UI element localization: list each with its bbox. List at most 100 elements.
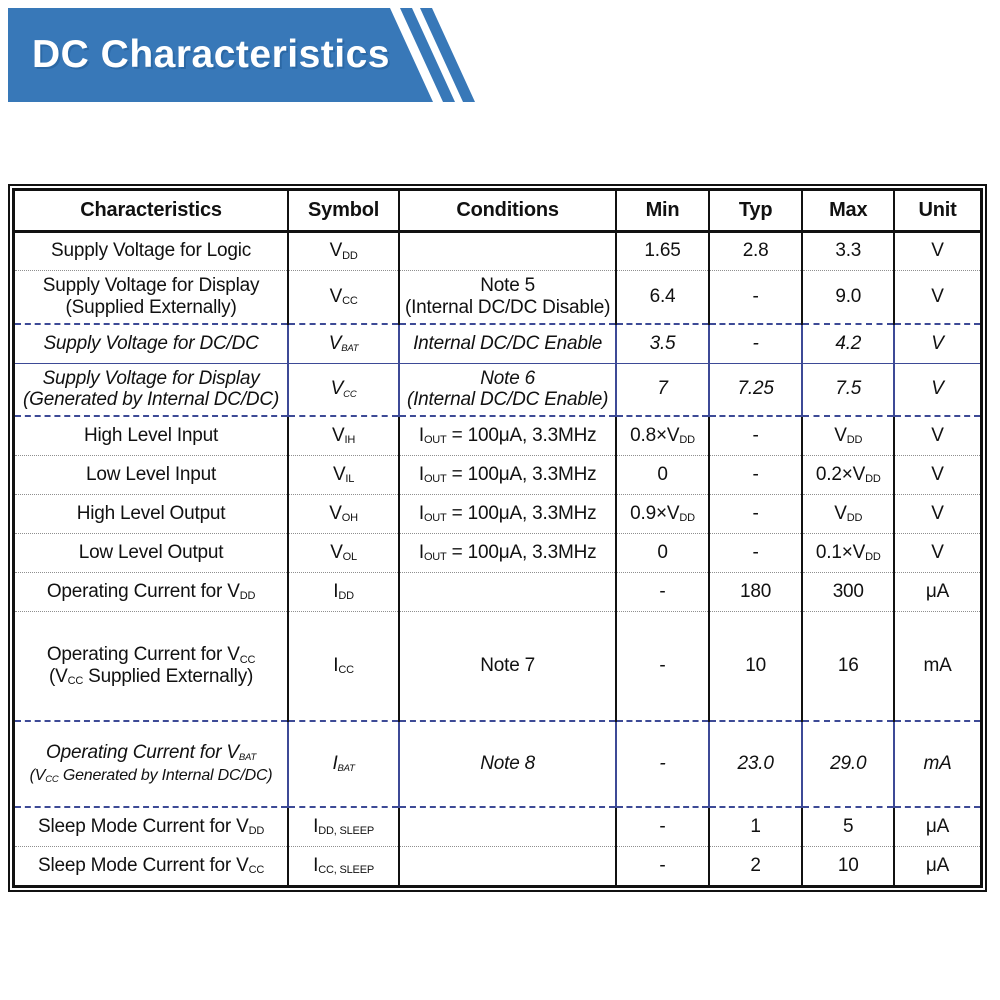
cell-text: 7 (657, 378, 668, 400)
characteristic-cell: Operating Current for VDD (15, 572, 290, 612)
cell-text: - (659, 753, 666, 775)
max-cell: 0.2×VDD (802, 455, 896, 495)
cell-text: 7.25 (737, 378, 774, 400)
table-row: Sleep Mode Current for VDD IDD, SLEEP -1 5 μ… (15, 807, 980, 847)
cell-text: - (752, 541, 759, 563)
symbol-cell: ICC, SLEEP (288, 846, 401, 885)
symbol-cell: VCC (288, 270, 401, 325)
cell-text: 0.9×V (630, 502, 680, 524)
cell-text: Generated by Internal DC/DC) (58, 767, 273, 784)
cell-text: - (752, 285, 759, 307)
cell-text: 0.2×V (815, 463, 866, 485)
table-header-row: Characteristics Symbol Conditions Min Typ Max… (15, 191, 980, 233)
min-cell: 6.4 (616, 270, 710, 325)
cell-text: I (418, 502, 424, 524)
cell-text: 4.2 (835, 332, 862, 354)
typ-cell: - (708, 270, 804, 325)
table-row: High Level Input VIH IOUT = 100μA, 3.3MHz 0… (15, 416, 980, 456)
conditions-cell: Note 8 (399, 721, 618, 808)
subscript-text: OH (341, 512, 358, 525)
section-banner: DC Characteristics (8, 8, 478, 102)
characteristic-cell: Operating Current for VBAT (VCC Generated… (15, 721, 290, 808)
cell-text: V (332, 463, 346, 485)
conditions-cell: Note 6 (Internal DC/DC Enable) (399, 363, 618, 417)
table-row: Low Level Output VOL IOUT = 100μA, 3.3MHz 0… (15, 533, 980, 573)
table-row: Low Level Input VIL IOUT = 100μA, 3.3MHz 0-… (15, 455, 980, 495)
typ-cell: 180 (708, 572, 804, 612)
cell-text: - (752, 463, 759, 485)
cell-text: (V (48, 665, 68, 687)
page-title: DC Characteristics (32, 33, 390, 76)
cell-text: Note 5 (480, 275, 536, 297)
subscript-text: BAT (341, 343, 359, 354)
cell-text: μA (925, 854, 950, 876)
cell-text: - (752, 424, 759, 446)
subscript-text: DD (338, 590, 354, 603)
cell-text: Note 8 (480, 753, 536, 775)
max-cell: 0.1×VDD (802, 533, 896, 573)
cell-text: V (330, 378, 344, 400)
cell-text: V (931, 332, 944, 354)
banner-shape (8, 8, 475, 102)
cell-text: V (931, 541, 944, 563)
cell-text: V (834, 502, 847, 524)
characteristic-cell: High Level Input (15, 416, 290, 456)
cell-text: 0.1×V (815, 541, 866, 563)
symbol-cell: IDD (288, 572, 401, 612)
min-cell: 0 (616, 455, 710, 495)
cell-text: 7.5 (835, 378, 862, 400)
table-body: Supply Voltage for Logic VDD 1.65 2.8 3.3 V Su… (15, 231, 980, 885)
cell-text: V (931, 285, 944, 307)
cell-text: 0.8×V (630, 424, 680, 446)
cell-text: Note 6 (480, 367, 536, 389)
conditions-cell: IOUT = 100μA, 3.3MHz (399, 494, 618, 534)
cell-text: Low Level Output (78, 541, 224, 563)
conditions-cell (399, 231, 618, 271)
cell-text: (Internal DC/DC Enable) (406, 389, 609, 411)
min-cell: 1.65 (616, 231, 710, 271)
unit-cell: V (894, 324, 980, 364)
cell-text: I (313, 854, 319, 876)
cell-text: V (329, 285, 343, 307)
subscript-text: DD (865, 551, 881, 564)
cell-text: Note 7 (480, 654, 536, 676)
cell-text: V (834, 424, 847, 446)
cell-text: (Supplied Externally) (65, 296, 237, 318)
symbol-cell: ICC (288, 611, 401, 722)
subscript-text: DD (342, 249, 358, 262)
max-cell: 29.0 (802, 721, 896, 808)
cell-text: 23.0 (737, 753, 774, 775)
cell-text: - (659, 815, 666, 837)
subscript-text: CC (67, 675, 84, 688)
cell-text: Sleep Mode Current for V (37, 854, 249, 876)
cell-text: V (329, 502, 342, 524)
cell-text: Supplied Externally) (83, 665, 254, 687)
unit-cell: V (894, 416, 980, 456)
max-cell: 10 (802, 846, 896, 885)
cell-text: I (333, 654, 339, 676)
banner-main-shape (8, 8, 433, 102)
min-cell: 0 (616, 533, 710, 573)
subscript-text: CC (248, 864, 265, 877)
dc-characteristics-table: Characteristics Symbol Conditions Min Typ Max… (15, 191, 980, 885)
unit-cell: V (894, 231, 980, 271)
cell-text: 0 (657, 541, 668, 563)
max-cell: 4.2 (802, 324, 896, 364)
table-row: Operating Current for VCC (VCC Supplied E… (15, 611, 980, 722)
unit-cell: V (894, 455, 980, 495)
cell-text: 3.5 (649, 332, 676, 354)
cell-text: Supply Voltage for DC/DC (43, 332, 259, 354)
cell-text: Sleep Mode Current for V (37, 815, 249, 837)
cell-text: 180 (740, 580, 772, 602)
min-cell: - (616, 572, 710, 612)
cell-text: High Level Input (83, 424, 219, 446)
cell-text: V (332, 424, 345, 446)
max-cell: 3.3 (802, 231, 896, 271)
conditions-cell: IOUT = 100μA, 3.3MHz (399, 416, 618, 456)
cell-text: Supply Voltage for Logic (50, 240, 252, 262)
cell-text: 300 (832, 580, 864, 602)
characteristic-cell: Low Level Input (15, 455, 290, 495)
cell-text: V (931, 378, 944, 400)
column-header-unit: Unit (894, 191, 980, 233)
subscript-text: CC (343, 388, 357, 400)
